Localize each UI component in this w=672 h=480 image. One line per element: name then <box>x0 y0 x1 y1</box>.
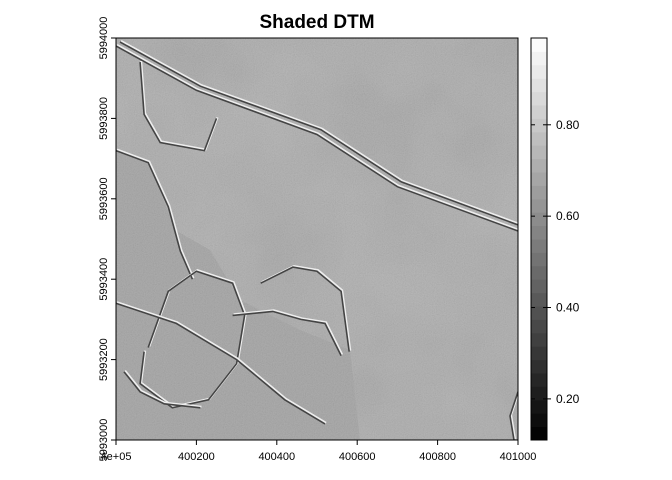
colorbar-step <box>531 239 547 253</box>
colorbar-step <box>531 319 547 334</box>
feature-field-edge-north <box>260 266 350 352</box>
colorbar-step <box>531 78 547 93</box>
colorbar-step <box>531 145 547 160</box>
chart-title: Shaded DTM <box>259 12 374 33</box>
y-axis: 5993000 5993200 5993400 5993600 5993800 59940… <box>98 17 116 462</box>
x-tick-label: 400800 <box>419 451 456 463</box>
y-tick-label: 5993800 <box>98 97 110 140</box>
colorbar-step <box>531 413 547 428</box>
x-tick-label: 401000 <box>500 451 537 463</box>
feature-ridge-upper <box>139 62 218 152</box>
x-tick-label: 400200 <box>178 451 215 463</box>
colorbar-step <box>531 64 547 79</box>
y-tick-label: 5993200 <box>98 338 110 381</box>
colorbar-steps <box>531 38 547 441</box>
y-tick-label: 5993000 <box>98 419 110 462</box>
feature-ditch-south <box>123 371 201 409</box>
feature-embankment-edge <box>119 41 518 226</box>
terrain-features <box>116 40 518 440</box>
y-tick-label: 5993600 <box>98 177 110 220</box>
feature-field-edge <box>232 310 342 356</box>
feature-ring-enclosure <box>139 270 246 409</box>
x-tick-label: 4e+05 <box>101 451 132 463</box>
colorbar-tick-label: 0.60 <box>556 209 580 223</box>
y-tick-label: 5994000 <box>98 17 110 60</box>
colorbar-step <box>531 118 547 133</box>
feature-embankment-highlight <box>116 44 518 231</box>
colorbar-step <box>531 131 547 146</box>
colorbar-step <box>531 332 547 347</box>
raster-panel <box>116 38 518 440</box>
colorbar-step <box>531 346 547 361</box>
colorbar-tick-label: 0.20 <box>556 392 580 406</box>
colorbar-step <box>531 265 547 280</box>
colorbar-step <box>531 172 547 186</box>
colorbar-step <box>531 306 547 320</box>
colorbar-tick-label: 0.40 <box>556 301 580 315</box>
feature-track-highlight <box>116 301 327 424</box>
colorbar-axis: 0.20 0.40 0.60 0.80 <box>531 118 580 406</box>
colorbar-step <box>531 373 547 387</box>
colorbar-step <box>531 252 547 267</box>
colorbar-tick-label: 0.80 <box>556 118 580 132</box>
plot-frame <box>115 37 519 441</box>
colorbar-step <box>531 359 547 374</box>
colorbar-step <box>531 105 547 119</box>
feature-embankment <box>116 45 518 232</box>
raster-grain <box>116 38 518 440</box>
feature-embankment-edge-highlight <box>120 40 518 225</box>
colorbar-step <box>531 212 547 227</box>
x-axis: 4e+05 400200 400400 400600 400800 401000 <box>101 440 537 463</box>
feature-ridge-west-highlight <box>116 148 195 279</box>
colorbar-step <box>531 198 547 213</box>
colorbar-step <box>531 158 547 173</box>
colorbar-step <box>531 38 547 52</box>
x-tick-label: 400400 <box>258 451 295 463</box>
colorbar-step <box>531 91 547 106</box>
colorbar-step <box>531 426 547 441</box>
x-tick-label: 400600 <box>339 451 376 463</box>
colorbar-step <box>531 399 547 414</box>
feature-ditch-south-highlight <box>124 370 202 408</box>
feature-field-edge-highlight <box>233 309 344 356</box>
colorbar-step <box>531 225 547 240</box>
feature-track <box>116 302 326 425</box>
y-tick-label: 5993400 <box>98 258 110 301</box>
feature-ridge-west <box>116 149 194 280</box>
colorbar-step <box>531 279 547 294</box>
feature-channel-east <box>509 391 518 440</box>
colorbar: 0.20 0.40 0.60 0.80 <box>530 37 580 441</box>
colorbar-step <box>531 51 547 66</box>
colorbar-step <box>531 185 547 200</box>
colorbar-step <box>531 292 547 307</box>
colorbar-frame <box>530 37 548 441</box>
colorbar-step <box>531 386 547 401</box>
